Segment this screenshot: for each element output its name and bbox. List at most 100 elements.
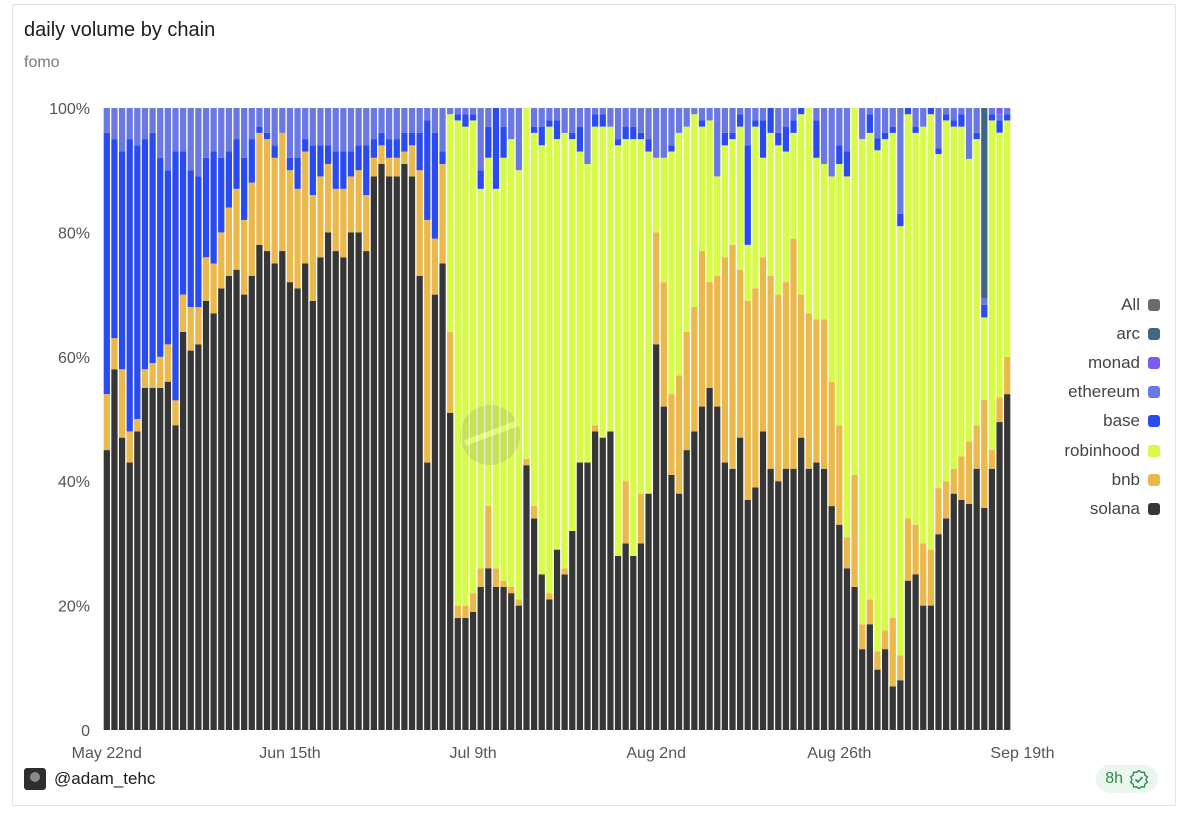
bar-segment-bnb[interactable]	[324, 163, 332, 233]
bar-segment-bnb[interactable]	[813, 319, 820, 463]
bar-segment-ethereum[interactable]	[599, 108, 606, 115]
bar-segment-robinhood[interactable]	[630, 139, 637, 556]
bar-segment-bnb[interactable]	[912, 524, 919, 575]
bar-segment-base[interactable]	[737, 114, 744, 127]
bar-segment-base[interactable]	[164, 170, 171, 345]
bar-segment-solana[interactable]	[500, 586, 507, 730]
bar-segment-bnb[interactable]	[927, 549, 935, 606]
bar-segment-ethereum[interactable]	[416, 108, 423, 133]
bar-segment-ethereum[interactable]	[386, 108, 393, 140]
bar-segment-solana[interactable]	[637, 543, 645, 730]
bar-segment-solana[interactable]	[179, 331, 187, 730]
bar-segment-bnb[interactable]	[454, 605, 461, 619]
bar-segment-bnb[interactable]	[530, 506, 538, 519]
bar-segment-ethereum[interactable]	[790, 108, 797, 121]
bar-segment-robinhood[interactable]	[752, 126, 759, 289]
bar-segment-base[interactable]	[149, 132, 156, 364]
bar-segment-solana[interactable]	[447, 412, 454, 730]
bar-segment-base[interactable]	[950, 120, 957, 127]
bar-segment-solana[interactable]	[805, 468, 812, 730]
bar-segment-ethereum[interactable]	[828, 108, 835, 177]
bar-segment-solana[interactable]	[782, 468, 790, 730]
bar-segment-solana[interactable]	[698, 406, 706, 730]
bar-segment-ethereum[interactable]	[370, 108, 378, 140]
bar-segment-ethereum[interactable]	[752, 108, 759, 121]
bar-segment-robinhood[interactable]	[645, 151, 652, 494]
bar-segment-solana[interactable]	[935, 534, 942, 730]
bar-segment-ethereum[interactable]	[950, 108, 957, 121]
bar-segment-base[interactable]	[202, 157, 210, 258]
bar-segment-bnb[interactable]	[988, 450, 996, 469]
bar-segment-solana[interactable]	[233, 269, 240, 730]
bar-segment-ethereum[interactable]	[973, 108, 980, 133]
bar-segment-solana[interactable]	[530, 518, 538, 730]
bar-segment-bnb[interactable]	[744, 300, 751, 500]
bar-segment-solana[interactable]	[134, 431, 141, 730]
bar-segment-robinhood[interactable]	[675, 132, 683, 376]
bar-segment-solana[interactable]	[675, 493, 683, 730]
bar-segment-bnb[interactable]	[401, 151, 408, 164]
bar-segment-ethereum[interactable]	[744, 108, 751, 146]
bar-segment-base[interactable]	[431, 132, 439, 239]
bar-segment-ethereum[interactable]	[965, 108, 973, 159]
bar-segment-bnb[interactable]	[965, 441, 973, 504]
bar-segment-robinhood[interactable]	[881, 139, 889, 631]
bar-segment-ethereum[interactable]	[454, 108, 461, 115]
bar-segment-bnb[interactable]	[141, 369, 149, 388]
bar-segment-bnb[interactable]	[698, 251, 706, 407]
bar-segment-base[interactable]	[477, 170, 484, 189]
bar-segment-solana[interactable]	[813, 462, 820, 730]
bar-segment-base[interactable]	[378, 132, 385, 146]
bar-segment-ethereum[interactable]	[935, 108, 942, 149]
bar-segment-robinhood[interactable]	[767, 132, 774, 276]
bar-segment-bnb[interactable]	[134, 419, 141, 432]
bar-segment-base[interactable]	[111, 139, 118, 339]
bar-segment-base[interactable]	[271, 145, 278, 158]
bar-segment-ethereum[interactable]	[996, 114, 1003, 121]
bar-segment-bnb[interactable]	[874, 651, 881, 670]
bar-segment-ethereum[interactable]	[775, 108, 782, 133]
bar-segment-bnb[interactable]	[378, 145, 385, 164]
bar-segment-solana[interactable]	[653, 344, 660, 730]
bar-segment-base[interactable]	[767, 108, 774, 133]
bar-segment-solana[interactable]	[202, 300, 210, 730]
bar-segment-bnb[interactable]	[355, 170, 362, 233]
bar-segment-base[interactable]	[401, 132, 408, 152]
bar-segment-ethereum[interactable]	[233, 108, 240, 140]
bar-segment-robinhood[interactable]	[981, 317, 988, 400]
bar-segment-ethereum[interactable]	[279, 108, 286, 133]
bar-segment-robinhood[interactable]	[523, 108, 530, 460]
bar-segment-robinhood[interactable]	[653, 157, 660, 233]
bar-segment-robinhood[interactable]	[668, 151, 675, 395]
bar-segment-ethereum[interactable]	[981, 298, 988, 305]
bar-segment-robinhood[interactable]	[820, 163, 828, 320]
bar-segment-robinhood[interactable]	[973, 139, 980, 426]
bar-segment-bnb[interactable]	[302, 151, 309, 264]
bar-segment-solana[interactable]	[668, 474, 675, 730]
bar-segment-bnb[interactable]	[683, 331, 690, 451]
bar-segment-solana[interactable]	[172, 425, 179, 730]
bar-segment-base[interactable]	[530, 126, 538, 133]
bar-segment-ethereum[interactable]	[729, 108, 736, 133]
bar-segment-solana[interactable]	[370, 176, 378, 731]
bar-segment-base[interactable]	[492, 108, 500, 189]
bar-segment-ethereum[interactable]	[943, 108, 950, 115]
bar-segment-bnb[interactable]	[981, 399, 988, 508]
bar-segment-ethereum[interactable]	[157, 108, 164, 158]
bar-segment-base[interactable]	[439, 151, 446, 164]
bar-segment-solana[interactable]	[706, 387, 713, 730]
bar-segment-bnb[interactable]	[164, 344, 171, 382]
bar-segment-solana[interactable]	[317, 257, 324, 730]
bar-segment-robinhood[interactable]	[553, 139, 561, 550]
bar-segment-arc[interactable]	[981, 108, 988, 299]
bar-segment-base[interactable]	[263, 132, 271, 140]
bar-segment-bnb[interactable]	[218, 232, 225, 289]
bar-segment-bnb[interactable]	[515, 599, 522, 606]
bar-segment-solana[interactable]	[630, 555, 637, 730]
bar-segment-bnb[interactable]	[363, 195, 370, 252]
bar-segment-solana[interactable]	[248, 275, 255, 730]
bar-segment-robinhood[interactable]	[584, 163, 591, 463]
bar-segment-ethereum[interactable]	[225, 108, 233, 152]
bar-segment-solana[interactable]	[279, 251, 286, 730]
bar-segment-base[interactable]	[187, 170, 194, 308]
